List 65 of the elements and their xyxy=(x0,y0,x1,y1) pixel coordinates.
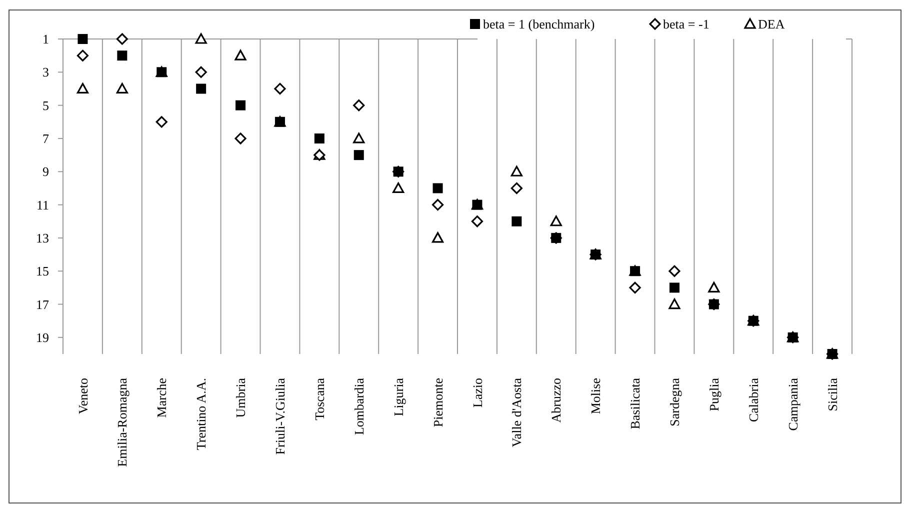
x-tick-label: Lazio xyxy=(470,378,485,408)
x-tick-label: Piemonte xyxy=(430,378,446,428)
point xyxy=(117,50,128,61)
point xyxy=(432,232,444,243)
x-tick-label: Campania xyxy=(785,378,800,431)
point xyxy=(629,282,641,294)
y-tick-label: 3 xyxy=(42,64,49,80)
point xyxy=(432,183,443,194)
point xyxy=(510,182,522,194)
x-tick-label: Abruzzo xyxy=(548,378,564,423)
x-tick-label: Emilia-Romagna xyxy=(114,378,130,467)
point xyxy=(512,216,522,226)
point xyxy=(195,66,207,78)
x-tick-label: Lombardia xyxy=(351,378,366,436)
y-tick-label: 7 xyxy=(42,131,50,146)
point xyxy=(550,216,562,226)
x-tick-label: Trentino A.A. xyxy=(194,378,209,450)
point xyxy=(234,132,246,144)
point xyxy=(354,150,364,160)
x-tick-label: Basilicata xyxy=(628,378,643,430)
y-tick-label: 17 xyxy=(36,296,50,312)
point xyxy=(668,265,680,277)
point xyxy=(668,298,680,310)
y-tick-label: 13 xyxy=(36,230,49,246)
x-tick-label: Sardegna xyxy=(667,378,682,426)
y-tick-label: 1 xyxy=(42,32,49,47)
point xyxy=(116,82,128,94)
point xyxy=(314,133,324,144)
point xyxy=(76,82,89,94)
legend-label: DEA xyxy=(758,16,786,32)
y-tick-label: 11 xyxy=(36,197,49,212)
point xyxy=(353,132,365,144)
point xyxy=(236,100,246,110)
point xyxy=(510,166,522,176)
legend-label: beta = 1 (benchmark) xyxy=(483,16,595,32)
x-tick-label: Liguria xyxy=(390,378,406,416)
point xyxy=(669,282,680,293)
x-tick-label: Friuli-V.Giulia xyxy=(272,378,288,455)
point xyxy=(196,84,206,94)
x-tick-label: Marche xyxy=(154,378,170,418)
legend-label: beta = -1 xyxy=(663,16,710,32)
point xyxy=(353,100,365,112)
y-tick-label: 9 xyxy=(42,164,49,180)
point xyxy=(234,50,246,60)
point xyxy=(116,33,128,45)
point xyxy=(432,198,444,211)
point xyxy=(392,182,404,194)
point xyxy=(471,216,484,228)
x-tick-label: Puglia xyxy=(706,378,722,412)
point xyxy=(156,116,168,128)
x-tick-label: Umbria xyxy=(233,378,248,418)
point xyxy=(274,82,286,95)
y-tick-label: 15 xyxy=(36,264,49,279)
y-tick-label: 5 xyxy=(42,98,49,113)
y-tick-label: 19 xyxy=(36,330,49,345)
x-tick-label: Calabria xyxy=(746,378,761,422)
x-tick-label: Molise xyxy=(588,378,604,414)
x-tick-label: Veneto xyxy=(75,378,90,414)
x-tick-label: Sicilia xyxy=(824,378,840,412)
x-tick-label: Valle d'Aosta xyxy=(509,378,524,448)
point xyxy=(195,33,207,44)
point xyxy=(76,50,89,62)
point xyxy=(708,282,720,292)
x-tick-label: Toscana xyxy=(312,378,327,420)
point xyxy=(78,34,88,44)
